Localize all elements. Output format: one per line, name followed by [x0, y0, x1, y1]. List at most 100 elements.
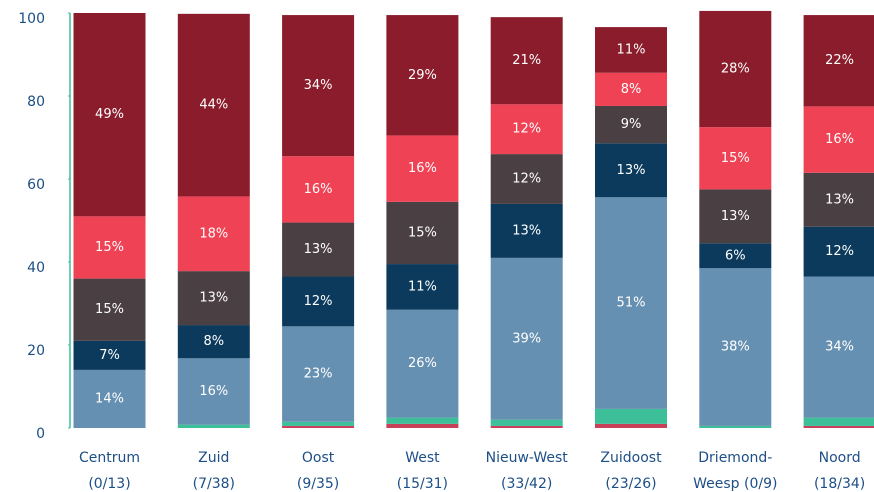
bar-segment [803, 425, 874, 428]
x-tick-label: Driemond- [698, 450, 772, 466]
data-label: 8% [621, 82, 642, 97]
bar-segment [73, 369, 146, 428]
bar-segment [177, 13, 250, 197]
data-label: 11% [408, 279, 437, 294]
bar-segment [595, 408, 667, 424]
data-label: 26% [408, 356, 437, 371]
bar-segment [73, 13, 146, 217]
bar-segment [386, 309, 459, 418]
bar-segment [386, 201, 459, 265]
x-tick-label: Noord [819, 450, 861, 466]
data-label: 39% [512, 331, 541, 346]
bar-segment [282, 421, 355, 426]
data-label: 12% [512, 122, 541, 137]
bar-segment [595, 143, 667, 198]
data-label: 51% [617, 296, 646, 311]
x-tick-label: Zuidoost [600, 450, 662, 466]
bar-segment [386, 423, 459, 428]
data-label: 16% [199, 384, 228, 399]
x-tick-label: Weesp (0/9) [693, 476, 777, 492]
bar-segment [699, 268, 772, 426]
bar-segment [595, 72, 667, 106]
data-label: 18% [199, 226, 228, 241]
data-label: 13% [617, 163, 646, 178]
data-label: 21% [512, 53, 541, 68]
data-label: 34% [304, 78, 333, 93]
x-tick-label: Centrum [79, 450, 140, 466]
bar-segment [490, 17, 563, 105]
data-label: 12% [304, 294, 333, 309]
data-label: 13% [512, 223, 541, 238]
x-tick-label: (33/42) [501, 476, 552, 492]
x-tick-label: (15/31) [397, 476, 448, 492]
y-tick-label: 40 [27, 260, 45, 276]
y-tick-label: 0 [36, 426, 45, 442]
y-tick-label: 80 [27, 94, 45, 110]
bar-segment [490, 104, 563, 155]
x-tick-label: (7/38) [193, 476, 235, 492]
x-tick-label: (23/26) [605, 476, 656, 492]
y-tick-label: 100 [18, 11, 45, 27]
data-label: 9% [621, 117, 642, 132]
bar-segment [699, 127, 772, 190]
data-label: 14% [95, 391, 124, 406]
data-label: 13% [825, 192, 854, 207]
bar-segment [282, 425, 355, 428]
bar-segment [490, 257, 563, 420]
data-label: 15% [95, 302, 124, 317]
bar-segment [803, 276, 874, 418]
bar-segment [803, 226, 874, 277]
data-label: 16% [825, 132, 854, 147]
data-label: 15% [408, 225, 437, 240]
x-tick-label: Nieuw-West [486, 450, 569, 466]
data-label: 7% [99, 348, 120, 363]
x-tick-label: Zuid [198, 450, 229, 466]
data-label: 22% [825, 53, 854, 68]
bar-segment [490, 425, 563, 428]
data-label: 11% [617, 42, 646, 57]
bar-segment [282, 326, 355, 422]
bar-segment [699, 243, 772, 269]
bar-segment [282, 276, 355, 327]
data-label: 6% [725, 248, 746, 263]
bar-segment [803, 106, 874, 173]
data-label: 12% [825, 244, 854, 259]
bar-segment [73, 340, 146, 370]
data-label: 15% [721, 151, 750, 166]
bar-segment [595, 27, 667, 73]
bar-segment [177, 358, 250, 425]
data-label: 28% [721, 62, 750, 77]
bar-segment [595, 423, 667, 428]
y-tick-label: 60 [27, 177, 45, 193]
data-label: 12% [512, 172, 541, 187]
bar-segment [386, 15, 459, 136]
data-label: 8% [203, 334, 224, 349]
bar-segment [699, 425, 772, 428]
bar-segment [282, 222, 355, 277]
bar-segment [803, 172, 874, 227]
bar-segment [386, 135, 459, 202]
data-label: 38% [721, 340, 750, 355]
x-tick-label: (0/13) [88, 476, 130, 492]
bar-segment [386, 417, 459, 424]
bar-segment [699, 189, 772, 244]
bar-segment [177, 325, 250, 359]
data-label: 29% [408, 68, 437, 83]
y-tick-label: 20 [27, 343, 45, 359]
bar-segment [595, 197, 667, 409]
data-label: 16% [408, 161, 437, 176]
data-label: 49% [95, 107, 124, 122]
x-tick-label: Oost [302, 450, 335, 466]
bar-segment [282, 15, 355, 157]
bar-segment [699, 10, 772, 128]
bar-segment [73, 278, 146, 341]
bar-segment [177, 424, 250, 428]
bar-segment [490, 203, 563, 258]
bar-segment [282, 156, 355, 223]
bar-segment [177, 271, 250, 326]
bar-segment [73, 216, 146, 279]
x-tick-label: (18/34) [814, 476, 865, 492]
bar-segment [490, 419, 563, 426]
bar-segment [595, 105, 667, 144]
